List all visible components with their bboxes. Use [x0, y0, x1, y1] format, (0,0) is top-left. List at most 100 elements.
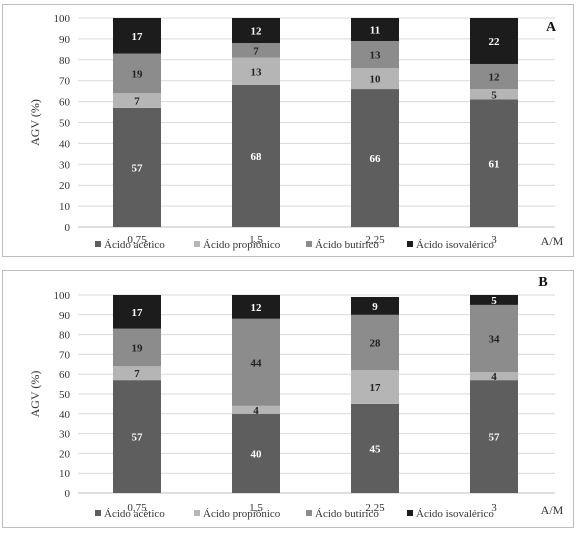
data-label: 19 [132, 68, 144, 80]
bar-segment [113, 53, 161, 94]
panel-label: B [538, 275, 547, 290]
bar-segment [232, 318, 280, 406]
y-tick-label: 40 [59, 409, 71, 421]
legend-label: Ácido propiônico [203, 508, 281, 520]
data-label: 45 [370, 443, 382, 455]
y-tick-label: 50 [59, 118, 71, 130]
bar-segment [470, 99, 518, 227]
y-tick-label: 50 [59, 389, 71, 401]
bar-segment [351, 370, 399, 404]
data-label: 68 [251, 151, 263, 163]
bar-segment [470, 18, 518, 64]
y-tick-label: 100 [54, 290, 71, 302]
bar-segment [232, 57, 280, 85]
x-tick-label: 3 [491, 234, 497, 246]
data-label: 5 [491, 89, 497, 101]
bar-segment [113, 18, 161, 54]
data-label: 61 [489, 158, 500, 170]
data-label: 34 [489, 334, 501, 346]
x-tick-label: 0,75 [127, 502, 147, 514]
bar-segment [113, 107, 161, 227]
data-label: 12 [251, 26, 263, 38]
legend-label: Ácido isovalérico [416, 239, 494, 251]
y-tick-label: 90 [59, 34, 71, 46]
stacked-bar-chart-b: 0 10 20 30 40 50 60 70 80 90 100 AGV (%) 57 7 19 17 0,75… [28, 275, 564, 520]
bar-segment [113, 328, 161, 367]
y-tick-label: 80 [59, 55, 71, 67]
data-label: 57 [489, 432, 501, 444]
legend-swatch [407, 241, 413, 247]
y-tick-label: 100 [54, 13, 71, 25]
bar-segment [470, 63, 518, 90]
y-tick-label: 30 [59, 159, 71, 171]
bar-segment [351, 68, 399, 90]
y-axis-label: AGV (%) [28, 99, 42, 146]
bar-segment [232, 295, 280, 319]
bar-segment [470, 372, 518, 381]
bar-segment [232, 18, 280, 44]
x-axis-label: A/M [541, 503, 564, 517]
x-tick-label: 2,25 [365, 502, 385, 514]
y-tick-label: 20 [59, 448, 71, 460]
data-label: 7 [134, 96, 140, 108]
bar-segment [470, 89, 518, 100]
legend-label: Ácido butírico [315, 239, 379, 251]
y-tick-label: 20 [59, 180, 71, 192]
y-axis-label: AGV (%) [28, 371, 42, 418]
legend-label: Ácido acético [104, 508, 165, 520]
data-label: 17 [132, 307, 144, 319]
bar-segment [232, 413, 280, 493]
y-tick-label: 10 [59, 468, 71, 480]
data-label: 28 [370, 338, 382, 350]
legend-swatch [95, 510, 101, 516]
data-label: 66 [370, 153, 382, 165]
bar-segment [351, 314, 399, 371]
data-label: 12 [489, 72, 501, 84]
chart-panel-b: 0 10 20 30 40 50 60 70 80 90 100 AGV (%) 57 7 19 17 0,75… [2, 270, 574, 528]
data-label: 12 [251, 302, 263, 314]
x-tick-label: 2,25 [365, 234, 385, 246]
chart-panel-a: 0 10 20 30 40 50 60 70 80 90 100 AGV (%) 57 7 19 17 0,75… [2, 4, 574, 257]
legend-label: Ácido isovalérico [416, 508, 494, 520]
y-tick-label: 90 [59, 310, 71, 322]
legend-label: Ácido acético [104, 239, 165, 251]
legend-swatch [306, 510, 312, 516]
panel-label: A [546, 20, 557, 35]
data-label: 4 [253, 405, 259, 417]
x-tick-label: 3 [491, 502, 497, 514]
data-label: 13 [370, 50, 382, 62]
data-label: 17 [132, 31, 144, 43]
data-label: 40 [251, 448, 263, 460]
y-tick-label: 60 [59, 369, 71, 381]
x-axis-label: A/M [541, 234, 564, 248]
data-label: 44 [251, 357, 263, 369]
bar-segment [470, 380, 518, 493]
bar-segment [113, 366, 161, 381]
legend-swatch [306, 241, 312, 247]
bar-segment [470, 304, 518, 373]
x-tick-label: 1,5 [249, 234, 263, 246]
y-tick-label: 80 [59, 330, 71, 342]
data-label: 57 [132, 432, 144, 444]
legend-swatch [194, 510, 200, 516]
legend-label: Ácido propiônico [203, 239, 281, 251]
bar-segment [351, 40, 399, 69]
y-tick-label: 0 [65, 488, 71, 500]
y-tick-label: 70 [59, 349, 71, 361]
data-label: 19 [132, 342, 144, 354]
bar-segment [351, 403, 399, 493]
y-tick-label: 0 [65, 222, 71, 234]
data-label: 11 [370, 24, 380, 36]
y-tick-label: 60 [59, 97, 71, 109]
data-label: 7 [134, 368, 140, 380]
x-tick-label: 0,75 [127, 234, 147, 246]
bar-segment [470, 295, 518, 305]
legend-label: Ácido butírico [315, 508, 379, 520]
bar-segment [351, 89, 399, 227]
x-tick-label: 1,5 [249, 502, 263, 514]
y-tick-label: 70 [59, 76, 71, 88]
bar-segment [232, 43, 280, 58]
legend-swatch [407, 510, 413, 516]
data-label: 5 [491, 295, 497, 307]
